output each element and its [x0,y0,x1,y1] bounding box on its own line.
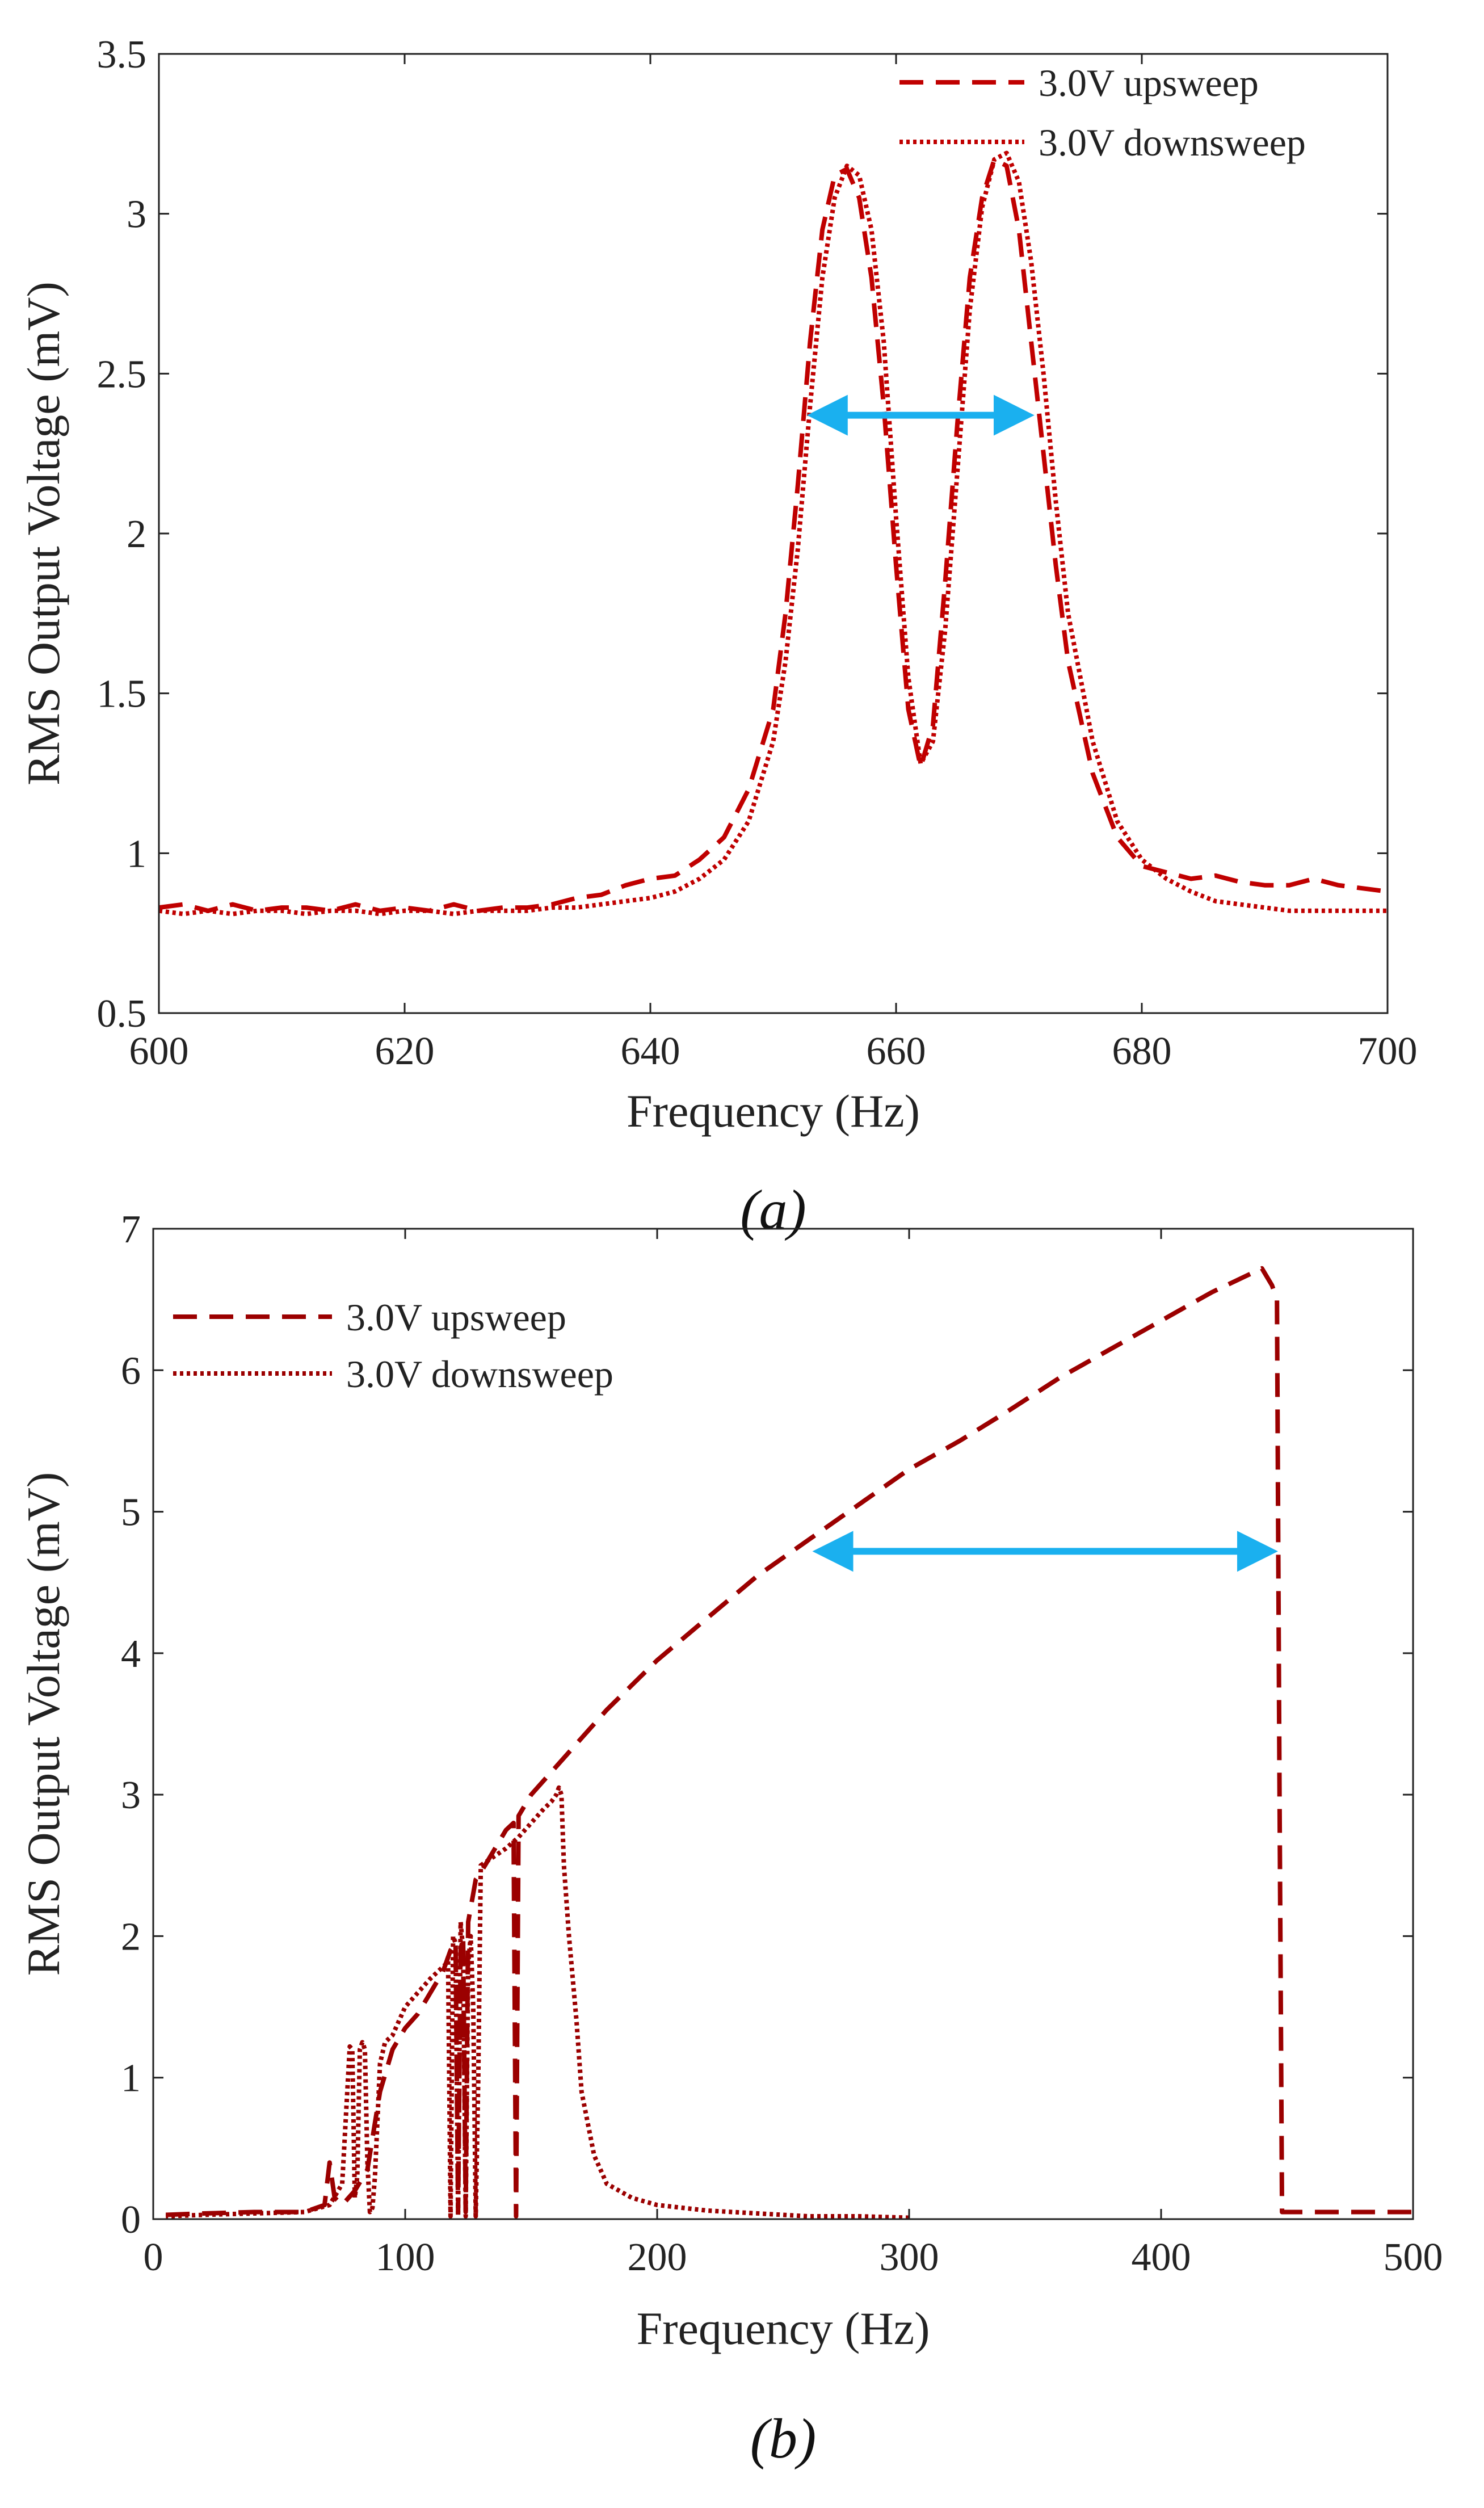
y-axis-label-b: RMS Output Voltage (mV) [18,1472,69,1976]
y-tick-label-a: 2 [127,512,146,556]
y-tick-label-b: 1 [121,2057,141,2100]
x-tick-label-a: 600 [129,1030,189,1073]
x-tick-label-b: 300 [880,2236,939,2279]
x-axis-label-a: Frequency (Hz) [627,1085,920,1137]
y-tick-label-a: 2.5 [97,352,147,396]
x-tick-label-b: 100 [376,2236,435,2279]
panel-caption-b: (b) [750,2407,817,2470]
legend-label-upsweep-a: 3.0V upsweep [1039,61,1259,104]
legend-b: 3.0V upsweep 3.0V downsweep [173,1296,613,1396]
y-tick-label-b: 2 [121,1915,141,1959]
legend-label-downsweep-a: 3.0V downsweep [1039,121,1306,164]
x-tick-label-a: 620 [375,1030,435,1073]
series-line-downsweep-b [166,1785,910,2220]
plot-frame-a [158,53,1389,1014]
y-tick-label-b: 7 [121,1208,141,1251]
x-axis-label-b: Frequency (Hz) [637,2303,930,2354]
legend-label-downsweep-b: 3.0V downsweep [346,1352,613,1396]
series-line-upsweep-a [158,157,1388,913]
x-tick-label-b: 500 [1384,2236,1443,2279]
y-tick-label-a: 3.5 [97,33,147,77]
series-line-downsweep-a [158,150,1388,917]
panel-caption-a: (a) [740,1178,806,1241]
x-tick-label-a: 660 [867,1030,926,1073]
legend-a: 3.0V upsweep 3.0V downsweep [899,61,1306,164]
y-axis-label-a: RMS Output Voltage (mV) [18,282,69,785]
plot-frame-b [152,1228,1414,2220]
y-tick-label-a: 0.5 [97,992,147,1036]
x-tick-label-b: 200 [628,2236,687,2279]
y-tick-label-b: 3 [121,1774,141,1817]
x-tick-label-b: 400 [1132,2236,1191,2279]
y-tick-label-b: 6 [121,1349,141,1393]
y-tick-label-b: 5 [121,1491,141,1535]
x-tick-label-b: 0 [144,2236,163,2279]
x-tick-label-a: 700 [1358,1030,1418,1073]
chart-panel-a: 600 620 640 660 680 700 0.5 1 1.5 2 2.5 3 3.5 Freque… [18,33,1418,1241]
y-tick-label-b: 0 [121,2198,141,2242]
x-tick-label-a: 640 [621,1030,680,1073]
y-tick-label-b: 4 [121,1632,141,1676]
legend-label-upsweep-b: 3.0V upsweep [346,1296,566,1339]
y-tick-label-a: 1 [127,832,146,876]
y-tick-label-a: 3 [127,193,146,237]
x-tick-label-a: 680 [1112,1030,1172,1073]
y-tick-label-a: 1.5 [97,673,147,716]
